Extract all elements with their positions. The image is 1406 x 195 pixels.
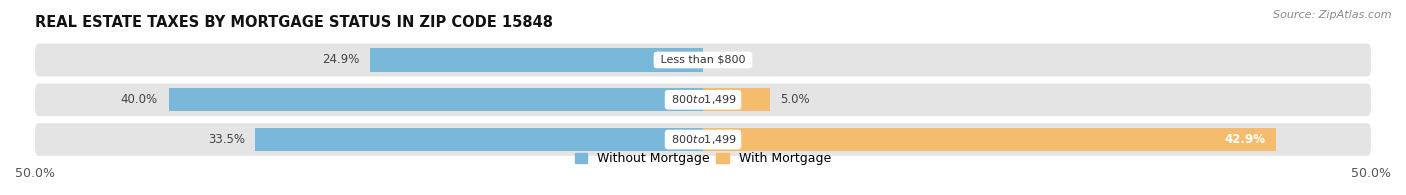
Text: 5.0%: 5.0% [780, 93, 810, 106]
FancyBboxPatch shape [35, 83, 1371, 116]
FancyBboxPatch shape [35, 44, 1371, 76]
Bar [703, 128, 1277, 151]
Text: Less than $800: Less than $800 [657, 55, 749, 65]
Bar [370, 48, 703, 72]
Bar [169, 88, 703, 111]
Bar [256, 128, 703, 151]
Text: 33.5%: 33.5% [208, 133, 245, 146]
FancyBboxPatch shape [35, 123, 1371, 156]
Text: $800 to $1,499: $800 to $1,499 [668, 93, 738, 106]
Text: Source: ZipAtlas.com: Source: ZipAtlas.com [1274, 10, 1392, 20]
Text: 0.0%: 0.0% [714, 53, 744, 66]
Text: 24.9%: 24.9% [322, 53, 360, 66]
Text: 42.9%: 42.9% [1225, 133, 1265, 146]
Bar [703, 88, 770, 111]
Text: $800 to $1,499: $800 to $1,499 [668, 133, 738, 146]
Text: REAL ESTATE TAXES BY MORTGAGE STATUS IN ZIP CODE 15848: REAL ESTATE TAXES BY MORTGAGE STATUS IN … [35, 15, 553, 30]
Text: 40.0%: 40.0% [121, 93, 157, 106]
Legend: Without Mortgage, With Mortgage: Without Mortgage, With Mortgage [575, 152, 831, 165]
